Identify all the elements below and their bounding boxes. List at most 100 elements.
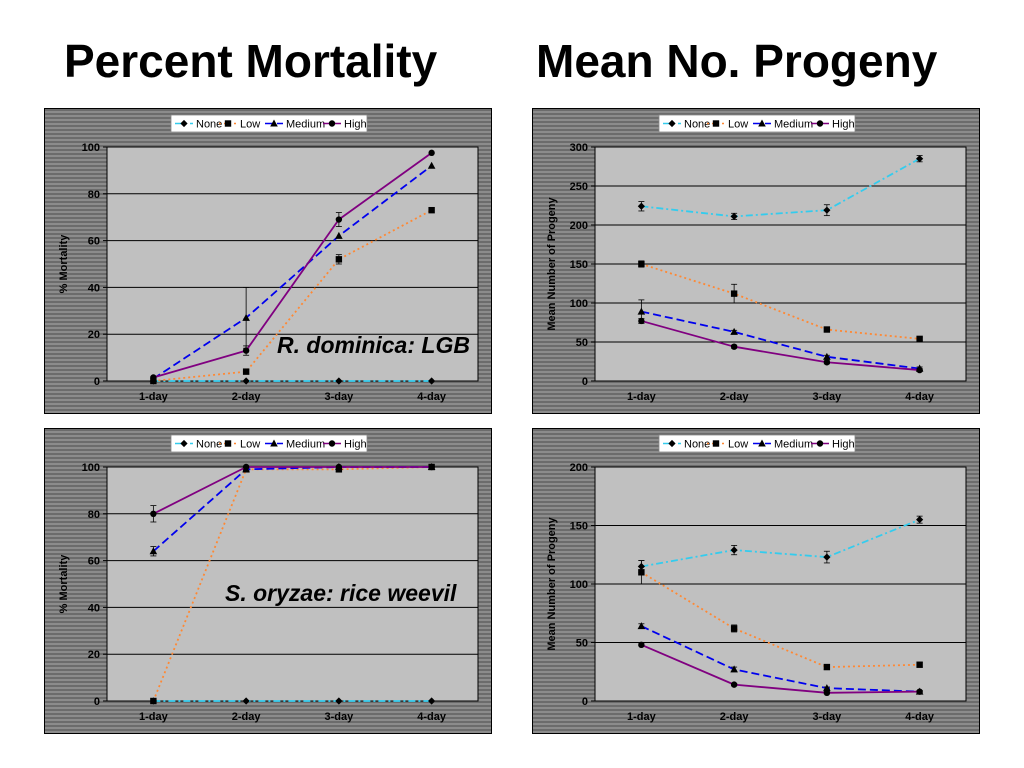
legend-label-high: High (832, 119, 855, 131)
percent-mortality-heading: Percent Mortality (64, 35, 438, 87)
legend-label-medium: Medium (286, 439, 325, 451)
data-point-none (335, 377, 343, 385)
data-point-low (916, 661, 923, 668)
legend-marker-none (668, 119, 676, 128)
x-tick-label: 1-day (139, 391, 169, 403)
data-point-high (242, 347, 250, 354)
y-tick-label: 40 (88, 602, 100, 614)
data-point-low (638, 260, 645, 268)
x-tick-label: 2-day (720, 391, 750, 403)
data-point-high (428, 463, 435, 471)
data-point-high (916, 366, 923, 374)
x-tick-label: 3-day (325, 391, 355, 403)
legend-label-medium: Medium (774, 439, 813, 451)
legend-label-medium: Medium (774, 119, 813, 131)
y-tick-label: 150 (570, 259, 588, 271)
y-tick-label: 60 (88, 236, 100, 248)
y-tick-label: 200 (570, 220, 588, 232)
data-point-low (638, 569, 645, 576)
data-point-none (428, 377, 436, 385)
data-point-high (150, 510, 157, 517)
data-point-medium (335, 231, 343, 239)
data-point-medium (242, 313, 250, 321)
data-point-high (730, 343, 738, 350)
y-tick-label: 80 (88, 189, 100, 201)
series-line-low (153, 209, 433, 382)
series-line-medium (640, 625, 920, 693)
legend-marker-medium (270, 119, 278, 127)
series-line-high (641, 320, 920, 371)
legend-marker-high (816, 120, 824, 127)
chart-svg-tr: 0 50 100 150 200 250 300 1-day 2-day 3-day 4-day Me… (546, 114, 967, 403)
legend-label-low: Low (728, 119, 748, 131)
legend-marker-medium (270, 439, 278, 447)
data-point-high (730, 681, 738, 688)
series-line-high (152, 466, 432, 515)
data-point-medium (637, 622, 646, 630)
series-line-none (641, 518, 920, 568)
plot-border (594, 466, 967, 702)
y-tick-label: 200 (570, 462, 588, 474)
legend-marker-medium (758, 119, 766, 127)
series-line-high (153, 152, 433, 379)
data-point-high (638, 317, 645, 325)
data-point-low (730, 625, 738, 632)
y-tick-label: 0 (582, 696, 588, 708)
data-point-medium (730, 327, 738, 335)
data-point-none (823, 206, 831, 214)
y-tick-label: 100 (570, 579, 588, 591)
data-point-low (242, 368, 250, 375)
data-point-medium (823, 352, 831, 360)
data-point-low (823, 663, 831, 671)
legend-label-none: None (684, 439, 710, 451)
data-point-none (428, 697, 436, 705)
x-tick-label: 3-day (813, 391, 843, 403)
series-low (638, 260, 923, 343)
legend-marker-low (712, 120, 720, 127)
legend: None Low Medium High (658, 114, 856, 133)
data-point-low (335, 256, 343, 263)
data-point-high (150, 374, 157, 381)
data-point-low (730, 290, 738, 297)
legend-marker-medium (758, 439, 766, 447)
data-point-none (730, 546, 738, 554)
series-line-none (641, 157, 921, 218)
chart-panel-progeny-rice-weevil: 0 50 100 150 200 1-day 2-day 3-day 4-day Mean Num… (532, 428, 980, 734)
data-point-low (916, 335, 923, 343)
mean-progeny-heading: Mean No. Progeny (536, 35, 938, 87)
series-line-low (640, 571, 920, 668)
x-tick-label: 2-day (720, 711, 750, 723)
legend-marker-low (224, 120, 232, 127)
x-tick-label: 3-day (325, 711, 355, 723)
series-none (637, 155, 924, 221)
y-tick-label: 100 (570, 298, 588, 310)
legend-marker-high (328, 440, 336, 447)
y-axis-label: Mean Number of Progeny (546, 197, 558, 331)
plot-area (107, 147, 478, 381)
y-tick-label: 40 (88, 282, 100, 294)
data-point-none (242, 377, 250, 385)
y-axis-label: % Mortality (58, 554, 70, 614)
chart-svg-br: 0 50 100 150 200 1-day 2-day 3-day 4-day Mean Num… (546, 434, 967, 723)
chart-svg-tl: 0 20 40 60 80 100 1-day 2-day 3-day 4-day % Mortal… (58, 114, 479, 403)
x-tick-label: 4-day (417, 711, 447, 723)
data-point-low (823, 326, 831, 333)
legend-label-none: None (196, 439, 222, 451)
data-point-high (823, 689, 831, 697)
x-tick-label: 3-day (813, 711, 843, 723)
legend-label-none: None (196, 119, 222, 131)
data-point-none (637, 202, 645, 210)
data-point-medium (149, 547, 158, 555)
data-point-high (335, 216, 343, 223)
plot-border (594, 146, 967, 382)
chart-panel-mortality-rice-weevil: 0 20 40 60 80 100 1-day 2-day 3-day 4-day % Mortal… (44, 428, 492, 734)
legend-marker-high (816, 440, 824, 447)
legend-marker-none (180, 439, 188, 448)
series-high (638, 641, 923, 697)
x-tick-label: 2-day (232, 711, 262, 723)
y-tick-label: 50 (576, 337, 588, 349)
legend-label-medium: Medium (286, 119, 325, 131)
data-point-none (242, 697, 250, 705)
y-tick-label: 80 (88, 509, 100, 521)
x-tick-label: 4-day (417, 391, 447, 403)
